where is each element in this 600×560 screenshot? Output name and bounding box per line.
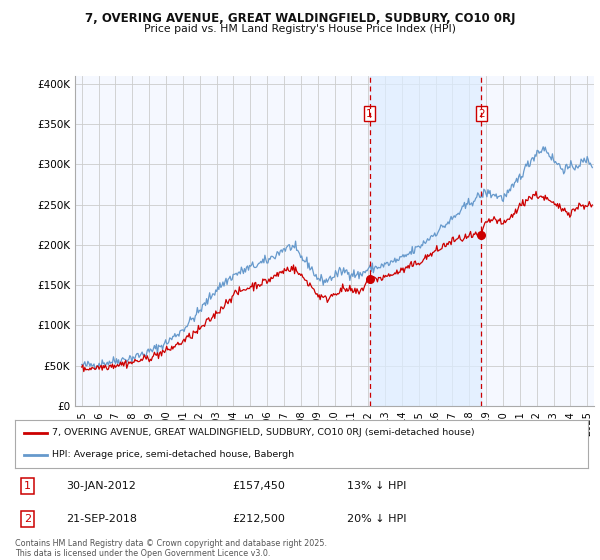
Text: 7, OVERING AVENUE, GREAT WALDINGFIELD, SUDBURY, CO10 0RJ (semi-detached house): 7, OVERING AVENUE, GREAT WALDINGFIELD, S… [52, 428, 475, 437]
Text: Price paid vs. HM Land Registry's House Price Index (HPI): Price paid vs. HM Land Registry's House … [144, 24, 456, 34]
Text: 1: 1 [24, 481, 31, 491]
Text: 2: 2 [478, 109, 485, 119]
Text: £212,500: £212,500 [233, 514, 286, 524]
Bar [370, 76, 481, 406]
Text: HPI: Average price, semi-detached house, Babergh: HPI: Average price, semi-detached house,… [52, 450, 295, 459]
Text: 1: 1 [366, 109, 373, 119]
Text: 13% ↓ HPI: 13% ↓ HPI [347, 481, 407, 491]
Text: 30-JAN-2012: 30-JAN-2012 [67, 481, 136, 491]
Text: 7, OVERING AVENUE, GREAT WALDINGFIELD, SUDBURY, CO10 0RJ: 7, OVERING AVENUE, GREAT WALDINGFIELD, S… [85, 12, 515, 25]
Text: £157,450: £157,450 [233, 481, 286, 491]
Text: Contains HM Land Registry data © Crown copyright and database right 2025.
This d: Contains HM Land Registry data © Crown c… [15, 539, 327, 558]
Text: 20% ↓ HPI: 20% ↓ HPI [347, 514, 407, 524]
Text: 2: 2 [24, 514, 31, 524]
Text: 21-SEP-2018: 21-SEP-2018 [67, 514, 137, 524]
